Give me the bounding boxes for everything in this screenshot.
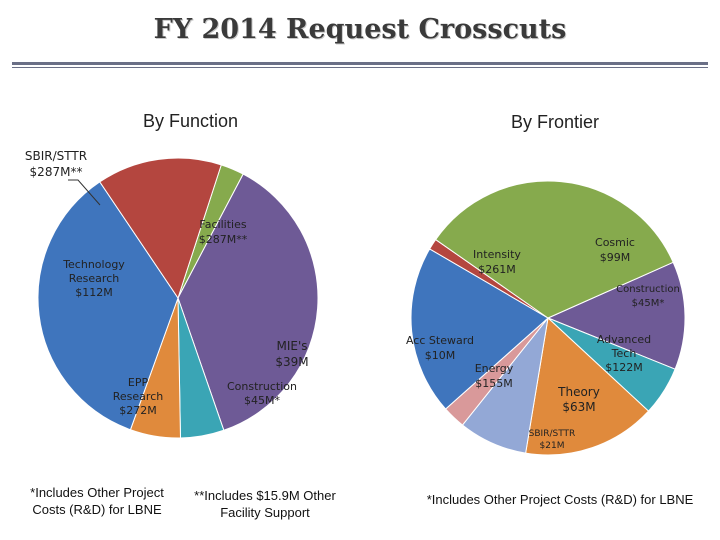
frontier-slice-cosmic	[546, 261, 686, 370]
function-label-mie-s-value: $39M	[275, 355, 308, 369]
function-slice-technology-research	[99, 157, 222, 300]
function-label-sbir-sttr-name: SBIR/STTR	[25, 149, 87, 163]
function-label-construction-name: Construction	[227, 380, 297, 393]
function-footnote: *Includes Other Project Costs (R&D) for …	[30, 485, 164, 517]
function-label-epp-research-name: Research	[113, 390, 163, 403]
frontier-label-construction-value: $45M*	[632, 298, 665, 309]
frontier-label-theory-name: Theory	[557, 385, 600, 399]
frontier-label-acc-steward-value: $10M	[425, 349, 456, 362]
function-label-technology-research-name: Research	[69, 272, 119, 285]
function-label-epp-research-name: EPP	[128, 376, 149, 389]
frontier-label-theory-value: $63M	[562, 400, 595, 414]
frontier-chart-title: By Frontier	[511, 112, 600, 132]
function-label-technology-research-value: $112M	[75, 286, 113, 299]
function-label-mie-s-name: MIE's	[276, 339, 307, 353]
frontier-label-advanced-tech-name: Advanced	[597, 333, 651, 346]
pie-labels: SBIR/STTR $287M** Facilities $287M** MIE's $3…	[25, 149, 680, 451]
function-label-facilities-value: $287M**	[30, 165, 83, 179]
frontier-label-intensity-name: Intensity	[473, 248, 521, 261]
frontier-label-sbir-sttr-value: $21M	[540, 441, 565, 451]
frontier-label-sbir-sttr-name: SBIR/STTR	[529, 429, 576, 439]
frontier-slice-advanced-tech	[525, 317, 650, 456]
frontier-label-acc-steward-name: Acc Steward	[406, 334, 474, 347]
function-label-technology-research-name: Technology	[62, 258, 125, 271]
frontier-slice-intensity	[434, 180, 674, 319]
function-chart-title: By Function	[143, 111, 239, 131]
title-rule-thin	[12, 67, 708, 68]
frontier-label-intensity-value: $261M	[478, 263, 516, 276]
function-slice-epp-research	[37, 181, 179, 431]
function-label-facilities-value: $287M**	[199, 233, 248, 246]
frontier-slice-energy	[410, 248, 549, 410]
function-label-construction-value: $45M*	[244, 394, 280, 407]
function-slice-facilities	[177, 173, 319, 431]
function-footnote-2: **Includes $15.9M Other Facility Support	[194, 488, 336, 520]
frontier-label-cosmic-value: $99M	[600, 251, 631, 264]
frontier-label-advanced-tech-value: $122M	[605, 361, 643, 374]
function-pie	[37, 157, 319, 439]
frontier-label-advanced-tech-name: Tech	[611, 347, 637, 360]
frontier-label-cosmic-name: Cosmic	[595, 236, 635, 249]
page-title: FY 2014 Request Crosscuts	[153, 14, 567, 45]
function-label-epp-research-value: $272M	[119, 404, 157, 417]
frontier-label-construction-name: Construction	[616, 284, 680, 295]
sbir-leader-line	[68, 179, 101, 206]
function-label-facilities-name: Facilities	[199, 218, 246, 231]
frontier-label-energy-value: $155M	[475, 377, 513, 390]
title-rule	[12, 62, 708, 65]
frontier-label-energy-name: Energy	[475, 362, 514, 375]
frontier-pie	[410, 180, 686, 456]
frontier-footnote: *Includes Other Project Costs (R&D) for …	[426, 492, 694, 507]
